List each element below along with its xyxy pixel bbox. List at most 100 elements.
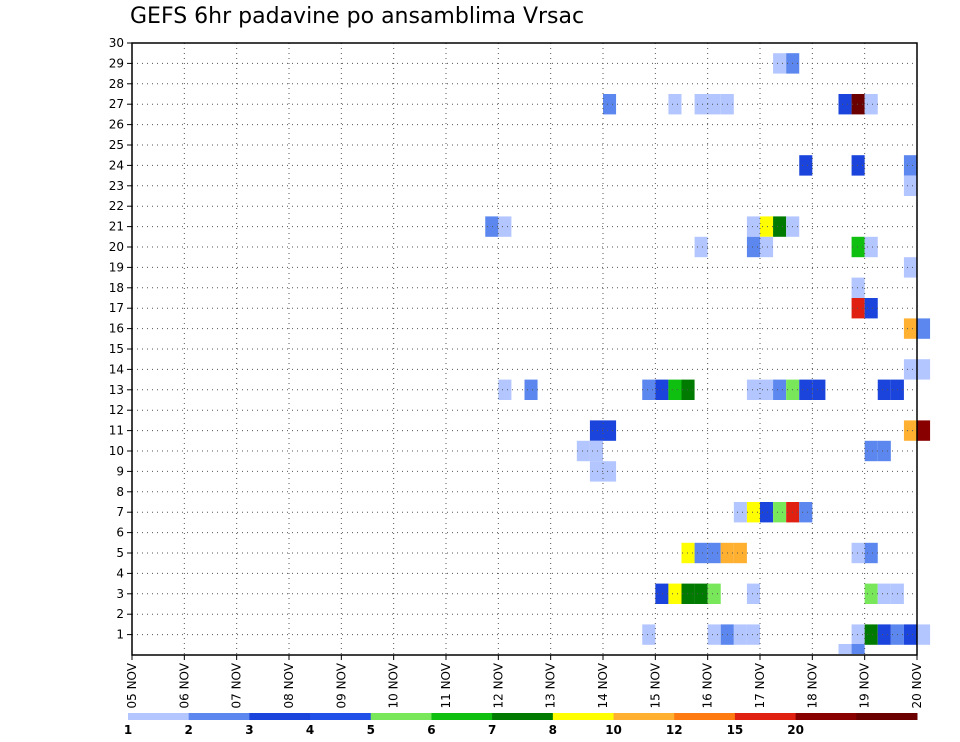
heat-cell [589,440,603,462]
legend-label: 20 [787,723,804,737]
legend-swatch [188,713,250,720]
heat-cell [668,379,682,400]
heat-cell [917,624,931,645]
heat-cell [603,420,617,441]
heat-cell [864,298,878,319]
y-tick-label: 12 [109,403,124,417]
legend-swatch [310,713,372,720]
heat-cell [746,624,760,645]
heat-cell [746,379,760,400]
heat-cell [917,359,931,380]
heat-cell [877,583,891,604]
legend-swatch [249,713,311,720]
heat-cell [498,379,512,400]
x-tick-label: 15 NOV [648,662,662,708]
heat-cell [864,542,878,564]
heat-cell [707,94,721,115]
y-tick-label: 23 [109,179,124,193]
x-tick-label: 07 NOV [230,662,244,708]
legend-swatch [856,713,918,720]
y-tick-label: 29 [109,56,124,70]
heat-cell [851,155,865,176]
y-tick-label: 26 [109,118,124,132]
legend-label: 12 [666,723,683,737]
y-tick-label: 2 [116,607,124,621]
x-tick-label: 08 NOV [282,662,296,708]
heat-cell [746,502,760,523]
heat-cell [668,583,682,604]
x-tick-label: 09 NOV [334,662,348,708]
heat-cell [681,583,695,604]
heat-cell [799,155,813,176]
y-tick-label: 13 [109,383,124,397]
plot-area [132,43,917,655]
legend-label: 2 [185,723,193,737]
heat-cell [864,624,878,645]
heat-cell [799,502,813,523]
y-tick-label: 15 [109,342,124,356]
heat-cell [864,583,878,604]
y-tick-label: 25 [109,138,124,152]
heat-cell [524,379,538,400]
legend-label: 1 [124,723,132,737]
heat-cell [903,175,917,196]
x-tick-label: 06 NOV [177,662,191,708]
heat-cell [903,420,917,441]
x-tick-label: 19 NOV [858,662,872,708]
y-tick-label: 17 [109,301,124,315]
heat-cell [903,155,917,176]
y-tick-label: 8 [116,485,124,499]
heat-cell [746,216,760,237]
heat-cell [642,624,656,645]
legend-swatch [128,713,190,720]
y-tick-label: 22 [109,199,124,213]
heat-cell [851,298,865,319]
x-tick-label: 16 NOV [701,662,715,708]
legend-swatch [734,713,797,720]
y-tick-label: 6 [116,526,124,540]
heat-cell [642,379,656,400]
heat-cell [773,216,787,237]
y-tick-label: 10 [109,444,124,458]
heat-cell [655,583,669,604]
heat-cell [773,379,787,400]
legend-swatch [795,713,857,720]
heat-cell [760,236,774,258]
heat-cell [864,94,878,115]
legend-label: 7 [488,723,496,737]
legend-swatch [431,713,493,720]
y-tick-label: 28 [109,77,124,91]
heat-cell [733,542,747,564]
y-tick-label: 1 [116,628,124,642]
y-tick-label: 20 [109,240,124,254]
heat-cell [877,624,891,645]
legend-label: 3 [245,723,253,737]
heat-cell [746,583,760,604]
y-tick-label: 27 [109,97,124,111]
heat-cell [812,379,826,400]
heat-cell [694,542,708,564]
y-tick-label: 24 [109,158,124,172]
x-tick-label: 17 NOV [753,662,767,708]
legend-label: 5 [367,723,375,737]
x-tick-label: 12 NOV [491,662,505,708]
legend-swatch [613,713,675,720]
heat-cell [707,624,721,645]
heat-cell [864,440,878,462]
heat-cell [603,94,617,115]
heat-cell [838,94,852,115]
x-tick-label: 05 NOV [125,662,139,708]
heat-cell [877,440,891,462]
x-tick-label: 20 NOV [910,662,924,708]
legend-label: 10 [605,723,622,737]
legend-label: 8 [549,723,557,737]
legend-swatch [492,713,554,720]
heat-cell [694,583,708,604]
y-tick-label: 19 [109,260,124,274]
legend-label: 4 [306,723,314,737]
heat-cell [851,624,865,645]
x-tick-label: 18 NOV [805,662,819,708]
heat-cell [603,461,617,482]
x-tick-label: 11 NOV [439,662,453,708]
y-tick-label: 5 [116,546,124,560]
